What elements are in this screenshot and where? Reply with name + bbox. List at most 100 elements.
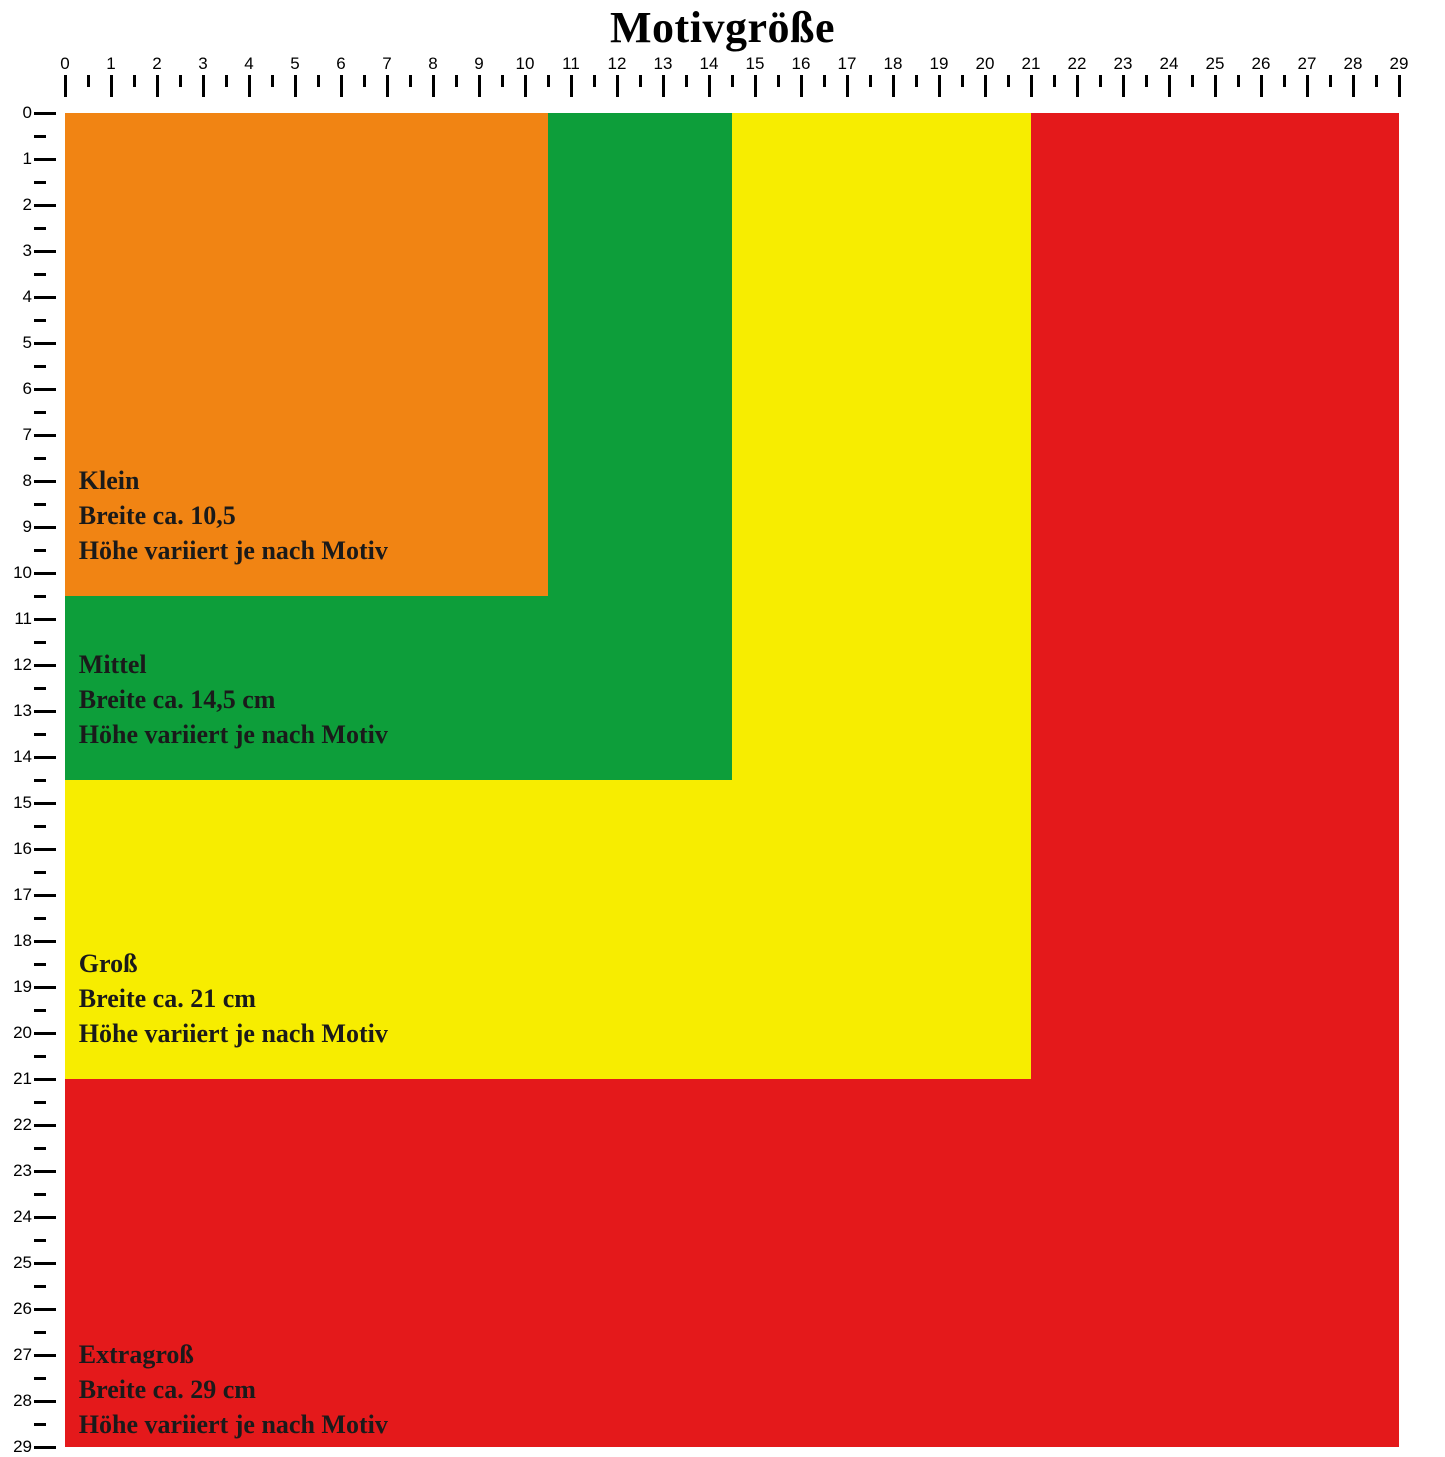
ruler-h-tick [478,75,481,97]
ruler-v-label: 9 [8,517,32,537]
ruler-v-label: 13 [8,701,32,721]
ruler-v-subtick [34,365,46,368]
ruler-h-subtick [179,75,182,87]
ruler-v-label: 16 [8,839,32,859]
ruler-v-tick [34,1170,56,1173]
ruler-h-subtick [133,75,136,87]
ruler-v-subtick [34,1377,46,1380]
ruler-h-label: 8 [421,54,445,74]
ruler-v-subtick [34,595,46,598]
ruler-h-tick [156,75,159,97]
ruler-v-tick [34,296,56,299]
size-label-width: Breite ca. 10,5 [79,498,388,533]
ruler-v-tick [34,480,56,483]
ruler-h-label: 15 [743,54,767,74]
ruler-h-tick [708,75,711,97]
ruler-v-tick [34,572,56,575]
ruler-v-subtick [34,319,46,322]
ruler-v-subtick [34,135,46,138]
ruler-v-subtick [34,1101,46,1104]
ruler-h-label: 28 [1341,54,1365,74]
ruler-v-tick [34,940,56,943]
ruler-h-label: 13 [651,54,675,74]
ruler-h-subtick [869,75,872,87]
ruler-v-label: 1 [8,149,32,169]
ruler-v-label: 23 [8,1161,32,1181]
ruler-v-label: 14 [8,747,32,767]
size-label-width: Breite ca. 14,5 cm [79,682,388,717]
ruler-h-tick [846,75,849,97]
ruler-v-label: 3 [8,241,32,261]
ruler-h-tick [1076,75,1079,97]
ruler-v-subtick [34,1193,46,1196]
ruler-v-label: 8 [8,471,32,491]
ruler-h-subtick [731,75,734,87]
ruler-v-tick [34,250,56,253]
ruler-h-subtick [1191,75,1194,87]
ruler-v-tick [34,664,56,667]
ruler-h-tick [984,75,987,97]
ruler-h-subtick [363,75,366,87]
ruler-h-subtick [87,75,90,87]
ruler-v-label: 17 [8,885,32,905]
ruler-v-tick [34,802,56,805]
ruler-h-tick [570,75,573,97]
ruler-h-label: 18 [881,54,905,74]
ruler-v-tick [34,1262,56,1265]
ruler-v-subtick [34,871,46,874]
ruler-h-tick [340,75,343,97]
ruler-h-subtick [271,75,274,87]
size-label-gross: GroßBreite ca. 21 cmHöhe variiert je nac… [79,946,388,1051]
size-label-mittel: MittelBreite ca. 14,5 cmHöhe variiert je… [79,647,388,752]
ruler-h-subtick [593,75,596,87]
ruler-h-label: 24 [1157,54,1181,74]
ruler-h-tick [294,75,297,97]
ruler-h-label: 14 [697,54,721,74]
ruler-h-tick [432,75,435,97]
ruler-v-label: 22 [8,1115,32,1135]
ruler-h-subtick [915,75,918,87]
ruler-v-tick [34,112,56,115]
ruler-v-subtick [34,641,46,644]
ruler-h-subtick [317,75,320,87]
ruler-h-label: 12 [605,54,629,74]
ruler-h-tick [202,75,205,97]
ruler-h-label: 9 [467,54,491,74]
size-label-name: Klein [79,463,388,498]
size-label-height: Höhe variiert je nach Motiv [79,1407,388,1442]
ruler-v-subtick [34,1239,46,1242]
ruler-v-tick [34,526,56,529]
ruler-h-subtick [1053,75,1056,87]
ruler-v-tick [34,986,56,989]
ruler-h-label: 23 [1111,54,1135,74]
ruler-h-subtick [547,75,550,87]
ruler-v-tick [34,1078,56,1081]
ruler-h-tick [110,75,113,97]
ruler-v-subtick [34,1147,46,1150]
chart-area: ExtragroßBreite ca. 29 cmHöhe variiert j… [65,113,1399,1447]
ruler-v-subtick [34,457,46,460]
ruler-v-label: 7 [8,425,32,445]
ruler-v-label: 2 [8,195,32,215]
ruler-v-subtick [34,963,46,966]
ruler-v-tick [34,618,56,621]
chart-title: Motivgröße [0,2,1445,53]
ruler-h-label: 2 [145,54,169,74]
ruler-v-tick [34,1354,56,1357]
ruler-v-label: 6 [8,379,32,399]
ruler-h-label: 19 [927,54,951,74]
ruler-v-tick [34,1124,56,1127]
ruler-v-tick [34,710,56,713]
ruler-h-tick [248,75,251,97]
ruler-v-label: 4 [8,287,32,307]
size-label-height: Höhe variiert je nach Motiv [79,717,388,752]
ruler-v-label: 27 [8,1345,32,1365]
ruler-h-tick [1260,75,1263,97]
size-label-name: Groß [79,946,388,981]
ruler-v-label: 20 [8,1023,32,1043]
ruler-h-tick [1214,75,1217,97]
ruler-v-subtick [34,1423,46,1426]
ruler-h-tick [64,75,67,97]
ruler-h-subtick [961,75,964,87]
ruler-v-label: 24 [8,1207,32,1227]
